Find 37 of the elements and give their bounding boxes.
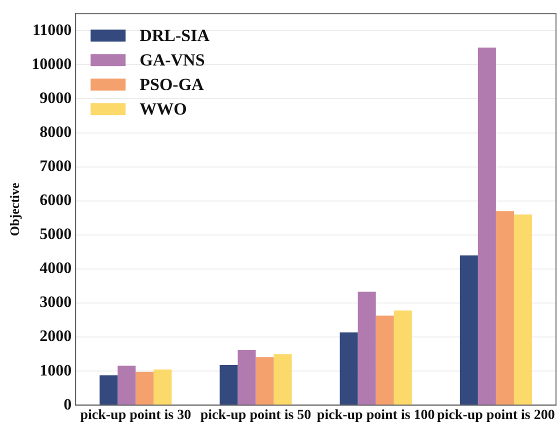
bar [136,372,154,405]
bar [496,211,514,405]
y-tick-label: 1000 [40,362,72,380]
y-tick-label: 9000 [40,90,72,107]
legend-label: DRL-SIA [140,26,210,45]
y-tick-label: 6000 [40,192,72,210]
bar [514,214,532,405]
legend-label: PSO-GA [140,74,205,94]
y-tick-label: 3000 [40,294,72,312]
y-tick-label: 2000 [40,328,72,346]
bar [274,354,292,405]
x-tick-label: pick-up point is 100 [316,408,435,424]
y-tick-label: 8000 [40,124,72,141]
legend-label: WWO [140,99,187,118]
bar [154,369,172,405]
bar [238,350,256,405]
bar [394,310,412,405]
y-axis-title: Objective [7,182,22,236]
y-tick-label: 5000 [40,226,72,244]
bar [100,375,118,405]
bar [460,255,478,405]
bar [376,316,394,405]
x-tick-label: pick-up point is 200 [437,408,555,424]
y-tick-label: 7000 [40,158,72,175]
y-tick-label: 4000 [40,260,72,278]
bar [340,332,358,405]
y-tick-label: 0 [64,396,72,414]
legend-label: GA-VNS [140,50,205,70]
bar [118,366,136,405]
bar [478,48,496,405]
y-tick-label: 10000 [32,56,72,73]
y-tick-label: 11000 [32,22,72,39]
x-tick-label: pick-up point is 30 [80,408,192,424]
bar [256,357,274,405]
bar [358,292,376,405]
bar [220,365,238,405]
x-tick-label: pick-up point is 50 [200,408,312,424]
